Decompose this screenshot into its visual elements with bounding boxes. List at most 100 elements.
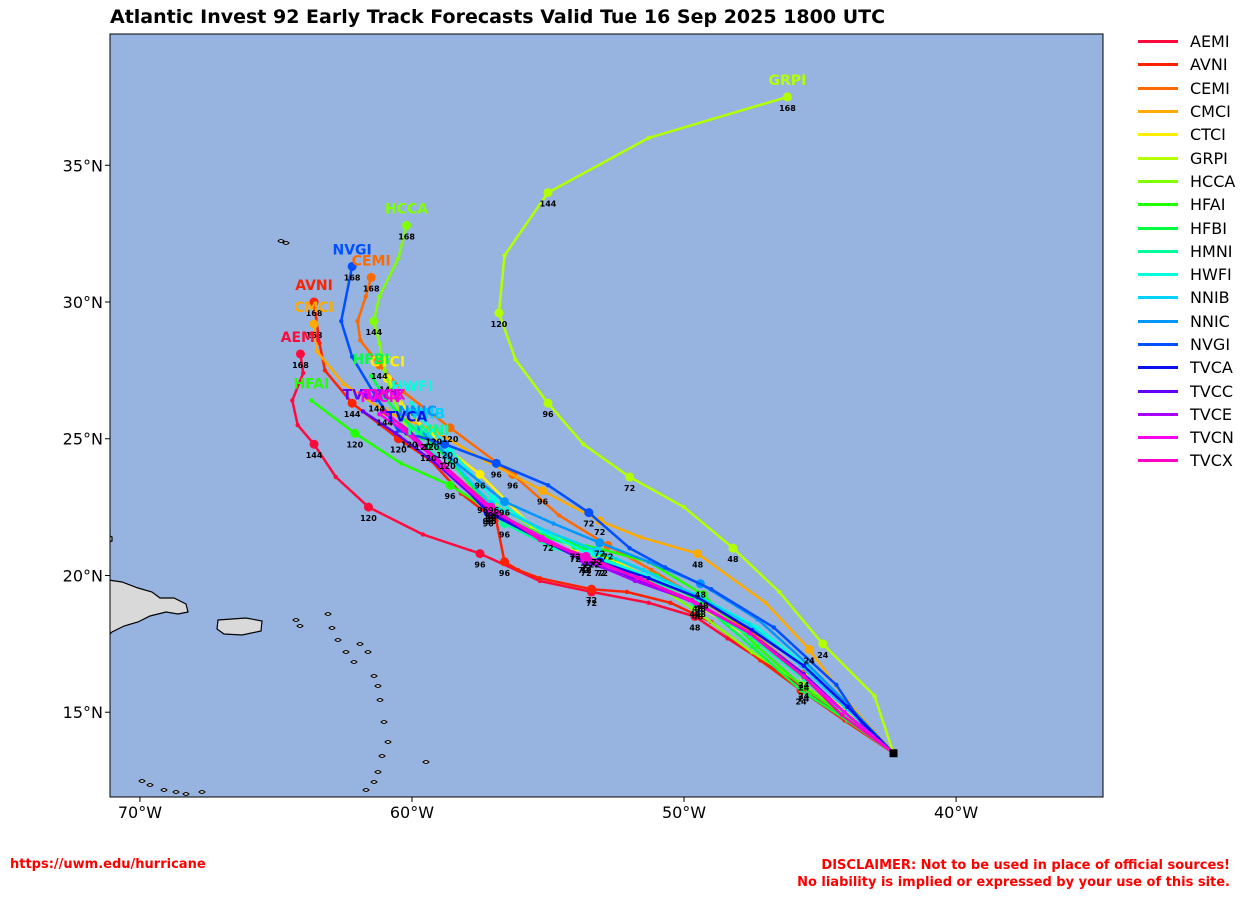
forecast-hour-label: 96 bbox=[488, 506, 500, 515]
forecast-hour-label: 96 bbox=[485, 517, 497, 526]
forecast-hour-label: 48 bbox=[692, 604, 704, 613]
islet-shape bbox=[342, 650, 350, 654]
forecast-hour-label: 96 bbox=[499, 509, 511, 518]
forecast-hour-label: 144 bbox=[366, 328, 383, 337]
x-tick-label: 40°W bbox=[934, 803, 978, 822]
legend: AEMI AVNI CEMI CMCI CTCI GRPI HCCA HFAI HFBI HMNI… bbox=[1138, 30, 1235, 473]
forecast-hour-label: 168 bbox=[292, 361, 309, 370]
islet-shape bbox=[146, 783, 154, 787]
legend-item-avni: AVNI bbox=[1138, 53, 1235, 76]
track-point-nnib bbox=[545, 529, 551, 534]
track-point-hcca bbox=[749, 649, 755, 655]
model-label-tvca: TVCA bbox=[386, 409, 428, 425]
forecast-hour-label: 120 bbox=[439, 462, 456, 471]
forecast-hour-label: 72 bbox=[589, 561, 600, 570]
track-point-grpi bbox=[646, 135, 651, 141]
track-point-hwfi bbox=[755, 625, 760, 630]
model-label-cemi: CEMI bbox=[352, 253, 391, 269]
forecast-hour-label: 72 bbox=[570, 552, 581, 561]
forecast-hour-marker bbox=[309, 319, 319, 329]
legend-swatch bbox=[1138, 436, 1178, 440]
track-point-nvgi bbox=[545, 483, 551, 488]
forecast-hour-label: 96 bbox=[485, 514, 497, 523]
legend-label: CTCI bbox=[1190, 125, 1226, 145]
x-tick-label: 50°W bbox=[662, 803, 706, 822]
forecast-hour-label: 96 bbox=[491, 470, 503, 479]
model-label-hcca: HCCA bbox=[385, 201, 428, 217]
forecast-hour-label: 144 bbox=[368, 405, 385, 414]
legend-swatch bbox=[1138, 389, 1178, 393]
site-link[interactable]: https://uwm.edu/hurricane bbox=[10, 857, 206, 872]
islet-shape bbox=[422, 760, 430, 764]
track-point-cemi bbox=[556, 513, 562, 518]
y-tick-label: 20°N bbox=[63, 566, 103, 585]
forecast-hour-label: 48 bbox=[698, 602, 710, 611]
islet-shape bbox=[324, 612, 332, 616]
model-label-avni: AVNI bbox=[295, 278, 333, 294]
forecast-hour-label: 120 bbox=[360, 514, 377, 523]
forecast-hour-marker bbox=[366, 272, 376, 282]
islet-shape bbox=[376, 698, 384, 702]
track-point-nnic bbox=[551, 521, 556, 526]
islet-shape bbox=[334, 638, 342, 642]
legend-swatch bbox=[1138, 63, 1178, 67]
model-label-tvcx: TVCX bbox=[364, 387, 406, 403]
islet-shape bbox=[350, 660, 358, 664]
track-point-tvcx bbox=[382, 409, 387, 414]
model-label-hfbi: HFBI bbox=[353, 352, 390, 368]
track-point-tvca bbox=[695, 595, 700, 600]
model-label-tvce: TVCE bbox=[362, 387, 402, 403]
forecast-hour-marker bbox=[295, 349, 305, 359]
forecast-hour-marker bbox=[374, 360, 384, 370]
islet-shape bbox=[292, 618, 300, 622]
forecast-hour-marker bbox=[818, 639, 828, 649]
legend-item-nvgi: NVGI bbox=[1138, 333, 1235, 356]
track-point-aemi bbox=[725, 636, 730, 641]
forecast-hour-label: 120 bbox=[346, 440, 363, 449]
forecast-hour-label: 48 bbox=[692, 561, 704, 570]
legend-label: TVCA bbox=[1190, 358, 1233, 378]
forecast-hour-label: 24 bbox=[817, 651, 829, 660]
x-axis: 70°W 60°W 50°W 40°W bbox=[118, 797, 978, 822]
disclaimer-line-1: DISCLAIMER: Not to be used in place of o… bbox=[821, 858, 1230, 873]
legend-label: HFBI bbox=[1190, 218, 1227, 238]
x-tick-label: 70°W bbox=[118, 803, 162, 822]
track-point-nnic bbox=[804, 660, 809, 666]
legend-item-hmni: HMNI bbox=[1138, 240, 1235, 263]
forecast-hour-marker bbox=[499, 497, 509, 507]
legend-item-tvce: TVCE bbox=[1138, 403, 1235, 426]
forecast-hour-label: 48 bbox=[689, 624, 701, 633]
track-point-ctci bbox=[398, 400, 404, 406]
forecast-hour-label: 96 bbox=[499, 531, 511, 540]
forecast-hour-label: 96 bbox=[474, 561, 486, 570]
forecast-hour-label: 144 bbox=[371, 372, 388, 381]
track-point-hcca bbox=[689, 606, 695, 611]
legend-item-tvcc: TVCC bbox=[1138, 379, 1235, 402]
forecast-hour-label: 72 bbox=[581, 569, 592, 578]
forecast-hour-label: 168 bbox=[363, 284, 380, 293]
track-point-hcca bbox=[390, 395, 396, 400]
legend-item-aemi: AEMI bbox=[1138, 30, 1235, 53]
legend-swatch bbox=[1138, 133, 1178, 137]
model-label-aemi: AEMI bbox=[281, 330, 321, 346]
legend-swatch bbox=[1138, 459, 1178, 463]
track-point-hcca bbox=[396, 256, 401, 261]
y-tick-label: 30°N bbox=[63, 293, 103, 312]
map-title: Atlantic Invest 92 Early Track Forecasts… bbox=[110, 6, 886, 28]
track-point-hwfi bbox=[409, 400, 415, 406]
legend-swatch bbox=[1138, 273, 1178, 277]
legend-swatch bbox=[1138, 226, 1178, 230]
legend-item-ctci: CTCI bbox=[1138, 123, 1235, 146]
track-point-avni bbox=[668, 600, 673, 606]
islet-shape bbox=[182, 792, 190, 796]
forecast-hour-label: 144 bbox=[379, 386, 396, 395]
forecast-hour-marker bbox=[543, 398, 553, 408]
legend-label: HCCA bbox=[1190, 171, 1236, 191]
track-point-hfbi bbox=[382, 395, 387, 400]
forecast-hour-marker bbox=[584, 508, 594, 518]
islet-shape bbox=[138, 779, 146, 783]
forecast-hour-label: 120 bbox=[436, 451, 453, 460]
track-point-nnic bbox=[447, 455, 453, 461]
track-point-grpi bbox=[681, 504, 687, 510]
